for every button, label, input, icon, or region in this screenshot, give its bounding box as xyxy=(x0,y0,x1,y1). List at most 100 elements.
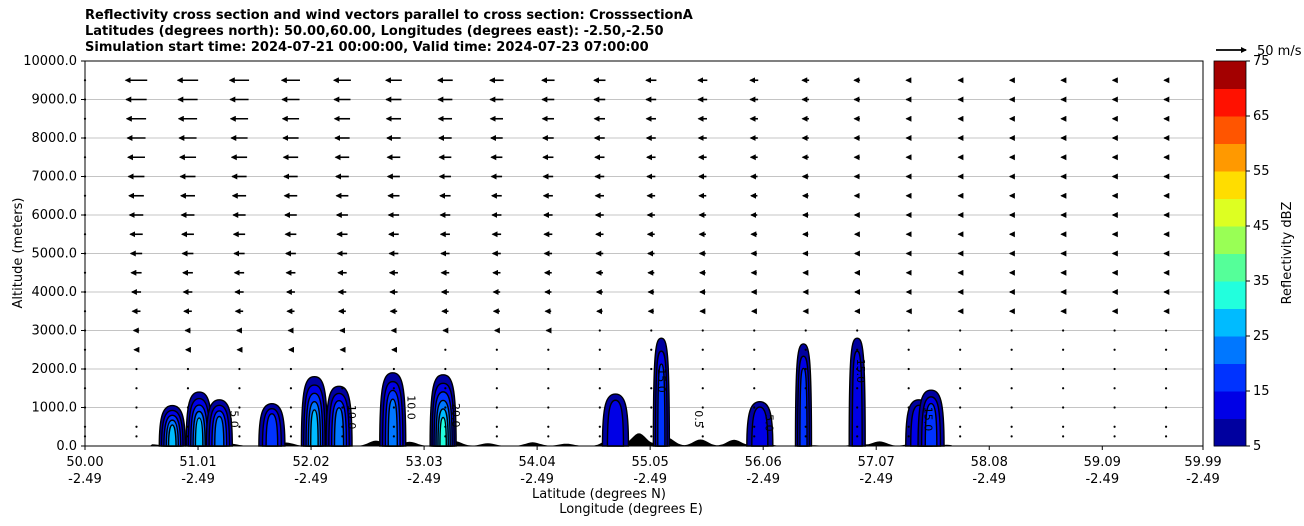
wind-vector xyxy=(650,367,653,371)
reflectivity-cell xyxy=(167,424,177,447)
wind-vector xyxy=(907,367,910,371)
chart-title-line-3: Simulation start time: 2024-07-21 00:00:… xyxy=(85,40,649,55)
contour-label: 10.0 xyxy=(345,405,358,430)
colorbar-segment xyxy=(1214,336,1246,364)
wind-vector xyxy=(238,425,241,428)
wind-vector xyxy=(753,406,756,409)
x-tick-label-lon: -2.49 xyxy=(1186,472,1220,487)
wind-vector xyxy=(135,387,138,390)
wind-vector xyxy=(392,367,395,371)
wind-vector xyxy=(1062,329,1065,332)
wind-vector xyxy=(650,387,653,390)
wind-vector xyxy=(186,387,190,390)
wind-vector xyxy=(238,367,241,371)
colorbar-segment xyxy=(1214,143,1246,172)
contour-label: 15.0 xyxy=(655,368,668,393)
x-tick-label-lon: -2.49 xyxy=(633,472,667,487)
wind-vector xyxy=(804,387,807,390)
wind-vector xyxy=(289,387,293,390)
wind-vector xyxy=(135,367,138,371)
wind-vector xyxy=(186,435,190,438)
wind-vector xyxy=(1010,348,1013,351)
wind-vector xyxy=(495,435,498,438)
wind-vector xyxy=(856,387,859,390)
wind-vector xyxy=(186,406,190,409)
wind-vector xyxy=(907,329,910,332)
wind-vector xyxy=(959,329,962,332)
wind-vector xyxy=(1113,329,1116,332)
wind-vector xyxy=(135,425,138,428)
wind-vector xyxy=(1010,367,1013,371)
contour-labels: 5.0 10.0 10.0 20.0 15.0 0.5 5.0 15.0 15.0 xyxy=(227,359,934,432)
wind-vector xyxy=(1062,387,1065,390)
wind-vector xyxy=(1062,435,1065,438)
x-tick-label-lon: -2.49 xyxy=(1085,472,1119,487)
reflectivity-cell xyxy=(751,406,769,447)
wind-vector xyxy=(392,425,395,428)
wind-vector xyxy=(753,348,756,351)
wind-vector xyxy=(547,406,550,409)
colorbar-segment xyxy=(1214,391,1246,419)
colorbar-segment xyxy=(1214,308,1246,337)
colorbar-tick-label: 75 xyxy=(1253,54,1270,69)
colorbar-segment xyxy=(1214,363,1246,392)
y-tick-label: 2000.0 xyxy=(32,362,78,377)
colorbar-segment xyxy=(1214,171,1246,199)
chart-title-block: Reflectivity cross section and wind vect… xyxy=(85,8,693,56)
colorbar-tick-label: 45 xyxy=(1253,219,1270,234)
x-tick-label-lat: 53.03 xyxy=(405,455,442,470)
wind-vector xyxy=(547,387,550,390)
wind-vector xyxy=(1164,348,1168,351)
wind-vector xyxy=(341,425,344,428)
wind-vector xyxy=(495,387,498,390)
wind-vector xyxy=(701,406,704,409)
x-tick-label-lon: -2.49 xyxy=(520,472,554,487)
wind-vector xyxy=(598,425,601,428)
gridlines xyxy=(85,99,1203,408)
reflectivity-cell xyxy=(265,413,279,447)
wind-vector xyxy=(289,425,293,428)
contour-label: 15.0 xyxy=(854,359,867,384)
wind-vector xyxy=(238,435,241,438)
wind-vector xyxy=(804,329,807,332)
colorbar-tick-label: 65 xyxy=(1253,109,1270,124)
colorbar-segment xyxy=(1214,253,1246,282)
reflectivity-cell xyxy=(387,398,398,447)
wind-vector xyxy=(650,406,653,409)
wind-vector xyxy=(444,406,447,409)
colorbar: 5 15 25 35 45 55 65 75 xyxy=(1213,54,1270,454)
wind-vector xyxy=(701,435,704,438)
wind-vector xyxy=(907,387,910,390)
wind-vector xyxy=(547,425,550,428)
wind-vector xyxy=(856,348,859,351)
contour-label: 10.0 xyxy=(404,395,417,420)
wind-vector xyxy=(495,406,498,409)
wind-vector xyxy=(804,367,807,371)
x-tick-label-lon: -2.49 xyxy=(972,472,1006,487)
wind-vector xyxy=(856,435,859,438)
wind-vector xyxy=(1164,329,1168,332)
wind-vector xyxy=(1113,406,1116,409)
x-axis-label-latitude: Latitude (degrees N) xyxy=(532,487,666,502)
colorbar-segment xyxy=(1214,198,1246,227)
wind-vector xyxy=(1062,406,1065,409)
reflectivity-cell xyxy=(194,417,204,447)
wind-vector xyxy=(701,367,704,371)
colorbar-tick-label: 15 xyxy=(1253,384,1270,399)
terrain-fill xyxy=(85,433,1203,446)
wind-vector xyxy=(907,406,910,409)
x-axis-ticks: 50.00 -2.49 51.01 -2.49 52.02 -2.49 53.03 -2.49… xyxy=(66,446,1222,487)
wind-vector xyxy=(959,387,962,390)
colorbar-label: Reflectivity dBZ xyxy=(1280,202,1295,305)
wind-vector xyxy=(1113,367,1116,371)
wind-key-label: 50 m/s xyxy=(1257,44,1302,59)
wind-vector xyxy=(1113,435,1116,438)
wind-vector xyxy=(959,406,962,409)
wind-vector xyxy=(701,329,704,332)
wind-vector xyxy=(444,387,447,390)
wind-vector xyxy=(444,367,447,371)
x-tick-label-lat: 54.04 xyxy=(519,455,556,470)
wind-vector xyxy=(547,348,550,351)
y-axis-label: Altitude (meters) xyxy=(11,198,26,309)
wind-vector xyxy=(1062,348,1065,351)
